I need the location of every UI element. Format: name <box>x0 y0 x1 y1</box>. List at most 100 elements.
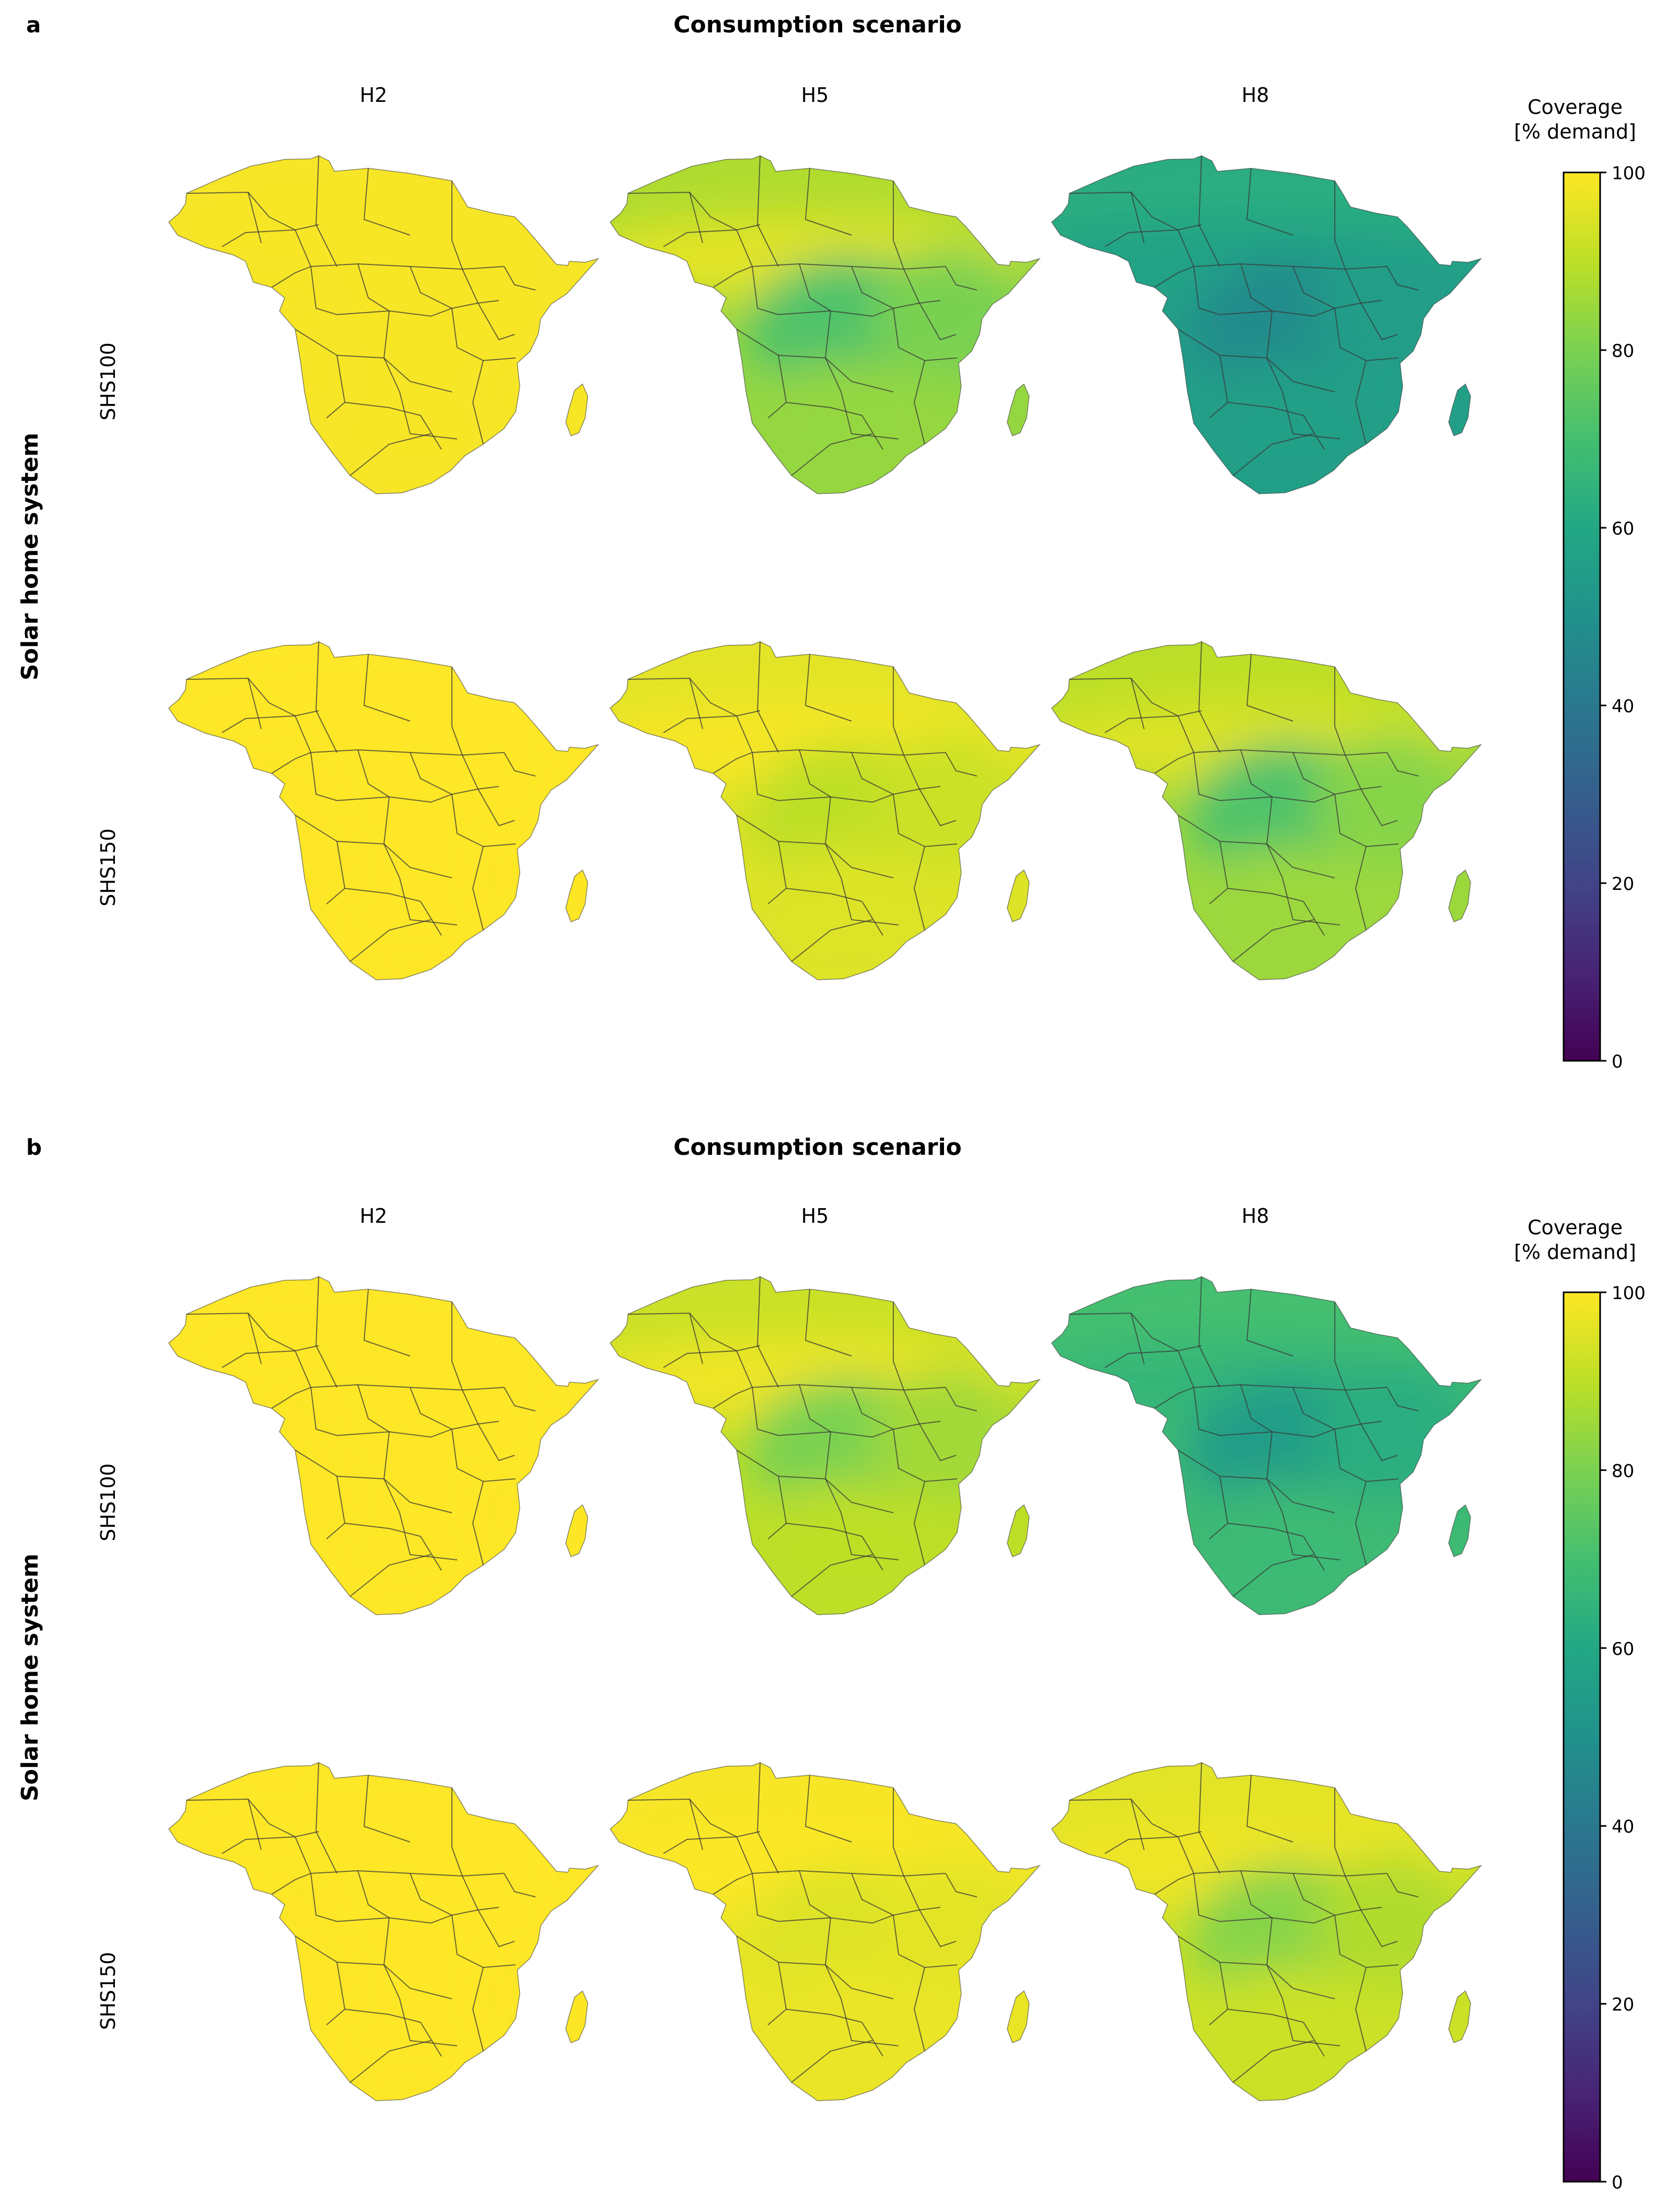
country-border <box>893 1429 958 1483</box>
country-border <box>315 1762 337 1874</box>
map-b-shs100-h5 <box>610 1276 1040 1615</box>
colorbar-tick-label: 100 <box>1612 1283 1646 1304</box>
country-border <box>1292 1387 1361 1430</box>
coverage-blobs <box>169 642 598 980</box>
map-b-shs150-h2 <box>168 1762 599 2101</box>
country-border <box>186 1312 319 1352</box>
country-border <box>477 1909 515 1948</box>
coverage-field <box>610 1277 1040 1615</box>
country-border <box>1198 641 1220 753</box>
country-border <box>1227 2009 1304 2023</box>
country-border <box>756 1762 779 1874</box>
region-east <box>431 732 588 867</box>
country-border <box>627 1312 761 1352</box>
country-border <box>825 1478 894 1513</box>
country-border <box>399 1512 458 1560</box>
country-border <box>756 1276 779 1388</box>
column-label-h5-a: H5 <box>801 84 829 107</box>
map-b-shs150-h5 <box>610 1762 1040 2101</box>
country-border <box>919 1909 957 1948</box>
country-border <box>713 1873 753 1895</box>
country-border <box>1240 1384 1273 1432</box>
country-border <box>383 1964 452 1999</box>
region-east <box>872 246 1029 381</box>
country-border <box>1292 266 1361 309</box>
country-border <box>349 2040 432 2083</box>
country-border <box>1240 749 1273 797</box>
country-border <box>1292 752 1361 795</box>
country-border <box>663 715 946 756</box>
country-border <box>1355 846 1367 931</box>
country-border <box>791 433 873 476</box>
country-border <box>1303 901 1325 936</box>
coverage-field <box>610 642 1040 980</box>
country-border <box>383 1478 452 1513</box>
country-border <box>1303 2022 1325 2057</box>
country-border <box>791 919 873 962</box>
country-border <box>627 677 761 717</box>
coverage-field <box>169 156 598 494</box>
country-border <box>752 752 779 801</box>
country-border <box>1240 263 1273 311</box>
country-border <box>315 641 337 753</box>
country-border <box>420 2022 442 2057</box>
country-border <box>222 1350 505 1391</box>
region-east <box>872 1852 1029 1988</box>
country-border <box>893 794 958 848</box>
country-border <box>1130 1313 1145 1364</box>
country-border <box>472 1967 484 2052</box>
country-border <box>893 1788 904 1877</box>
country-border <box>1282 1512 1341 1560</box>
country-border <box>945 752 977 777</box>
coverage-blobs <box>169 1763 598 2101</box>
country-border <box>504 752 536 777</box>
column-label-h2-a: H2 <box>360 84 388 107</box>
country-border <box>851 1387 920 1430</box>
country-border <box>1227 888 1304 902</box>
country-border <box>248 1313 262 1364</box>
country-border <box>399 877 458 925</box>
country-border <box>1104 229 1388 270</box>
country-border <box>1282 877 1341 925</box>
colorbar-label-b-line2: [% demand] <box>1514 1241 1636 1264</box>
country-border <box>1334 1915 1399 1968</box>
country-border <box>841 1512 899 1560</box>
country-border <box>689 1799 703 1850</box>
country-border <box>1232 1554 1314 1597</box>
country-border <box>1240 1870 1273 1918</box>
country-border <box>399 391 458 439</box>
colorbar-a <box>1563 171 1601 1062</box>
country-border <box>1334 1302 1346 1391</box>
country-border <box>451 1915 516 1968</box>
country-border <box>363 654 411 722</box>
country-border <box>363 1289 411 1357</box>
colorbar-tick-label: 60 <box>1612 518 1634 539</box>
country-border <box>893 667 904 756</box>
country-border <box>410 1387 479 1430</box>
region-east <box>1314 732 1471 867</box>
country-border <box>1334 1429 1399 1483</box>
country-border <box>1266 843 1335 878</box>
country-border <box>357 1870 390 1918</box>
country-border <box>472 846 484 931</box>
country-border <box>472 1481 484 1566</box>
country-border <box>861 415 883 450</box>
row-label-shs150-b: SHS150 <box>97 1952 120 2030</box>
country-border <box>799 1870 831 1918</box>
country-border <box>945 1873 977 1897</box>
country-border <box>1232 2040 1314 2083</box>
coverage-field <box>1052 1763 1481 2101</box>
country-border <box>1282 391 1341 439</box>
country-border <box>1334 1788 1346 1877</box>
panel-label-a: a <box>26 12 41 38</box>
panel-label-b: b <box>26 1134 42 1160</box>
coverage-blobs <box>610 1277 1040 1615</box>
country-border <box>363 168 411 236</box>
country-borders <box>1069 1762 1419 2083</box>
country-border <box>1246 654 1293 722</box>
country-border <box>799 749 831 797</box>
country-border <box>805 1775 852 1843</box>
country-border <box>861 901 883 936</box>
coverage-blobs <box>610 642 1040 980</box>
country-border <box>315 1276 337 1388</box>
